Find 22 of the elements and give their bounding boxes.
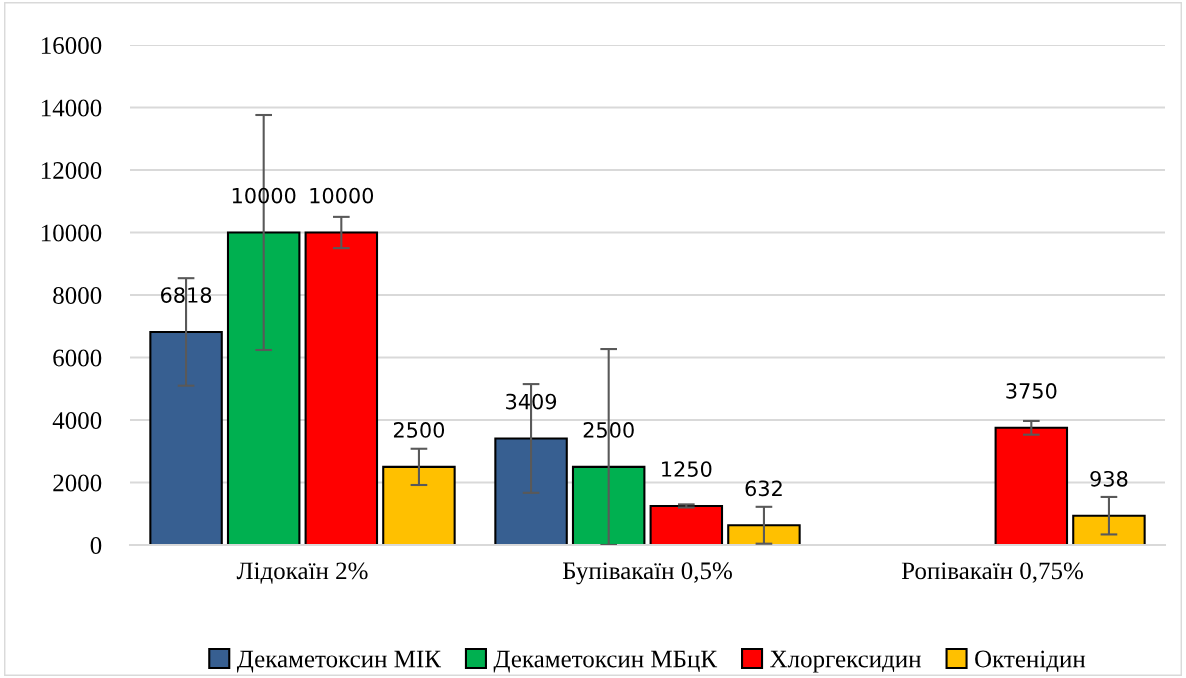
y-tick-label: 8000 bbox=[53, 287, 102, 304]
y-tick-label: 14000 bbox=[41, 99, 102, 117]
x-tick-label: Ропівакаїн 0,75% bbox=[901, 562, 1083, 583]
y-tick-label: 2000 bbox=[53, 474, 102, 492]
x-tick-label: Бупівакаїн 0,5% bbox=[562, 562, 732, 585]
x-tick-label: Лідокаїн 2% bbox=[236, 562, 368, 584]
data-label: 2500 bbox=[393, 422, 445, 438]
data-label: 3750 bbox=[1006, 383, 1057, 399]
y-tick-label: 16000 bbox=[41, 37, 102, 54]
legend-label: Хлоргексидин bbox=[770, 650, 921, 673]
legend-label: Октенідин bbox=[975, 650, 1086, 673]
y-tick-label: 10000 bbox=[41, 224, 102, 242]
y-tick-label: 0 bbox=[90, 537, 102, 554]
legend-label: Декаметоксин МІК bbox=[236, 650, 442, 673]
legend-label: Декаметоксин МБцК bbox=[493, 650, 718, 673]
data-label: 632 bbox=[745, 480, 782, 497]
data-label: 938 bbox=[1090, 470, 1128, 487]
y-tick-label: 4000 bbox=[52, 412, 102, 429]
y-tick-label: 6000 bbox=[53, 349, 102, 367]
y-tick-label: 12000 bbox=[41, 162, 102, 179]
data-label: 1250 bbox=[662, 461, 712, 477]
data-label: 10000 bbox=[310, 187, 374, 204]
